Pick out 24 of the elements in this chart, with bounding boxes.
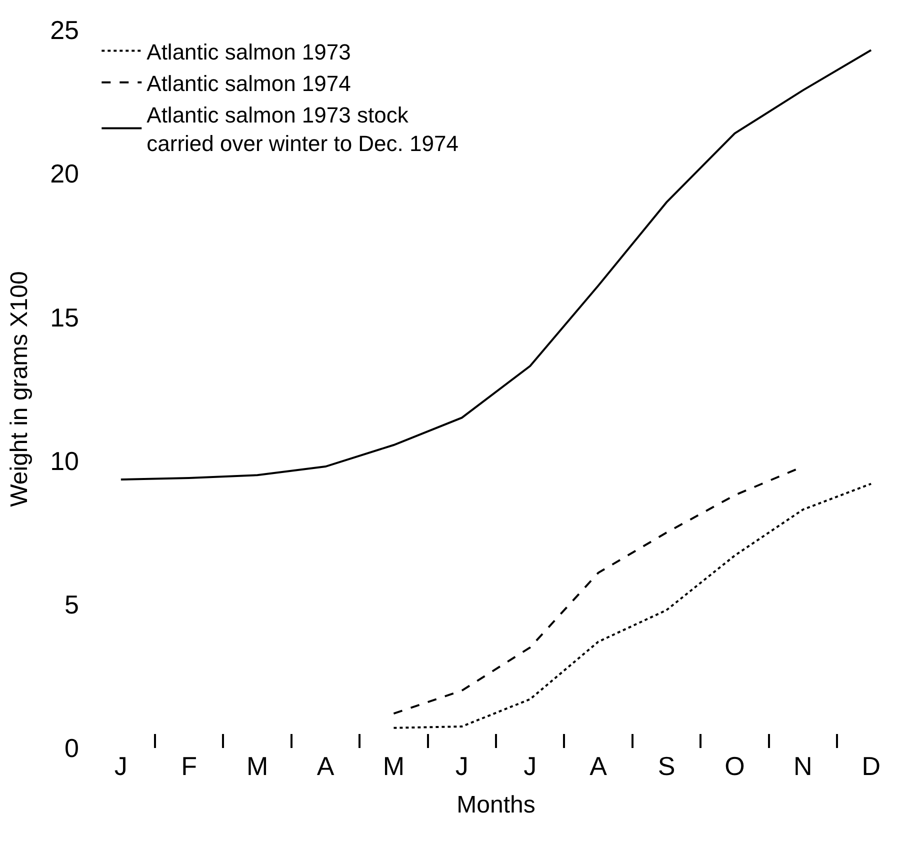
x-tick-label: J [455, 751, 468, 781]
y-tick-label: 15 [50, 302, 79, 332]
x-tick-label: N [794, 751, 812, 781]
y-tick-label: 20 [50, 158, 79, 189]
x-tick-label: O [724, 751, 745, 781]
x-tick-label: M [246, 751, 268, 781]
x-tick-label: M [382, 751, 405, 781]
x-tick-label: D [862, 751, 880, 781]
x-tick-label: A [590, 751, 608, 781]
x-tick-label: S [658, 751, 676, 781]
legend-label: Atlantic salmon 1973 stock carried over winter to Dec. 1974 [146, 102, 458, 156]
y-axis-title: Weight in grams X100 [6, 271, 34, 507]
legend-label: Atlantic salmon 1973 [146, 39, 351, 64]
x-tick-label: J [524, 751, 537, 781]
y-tick-label: 0 [64, 733, 79, 764]
y-tick-label: 10 [50, 446, 79, 476]
y-tick-label: 25 [50, 15, 79, 46]
line-series [392, 482, 872, 729]
x-tick-label: A [316, 751, 335, 781]
x-tick-label: J [114, 751, 128, 781]
x-axis-title: Months [456, 791, 536, 818]
x-tick-label: F [181, 751, 198, 781]
y-tick-label: 5 [64, 590, 79, 620]
legend-label: Atlantic salmon 1974 [146, 70, 351, 96]
